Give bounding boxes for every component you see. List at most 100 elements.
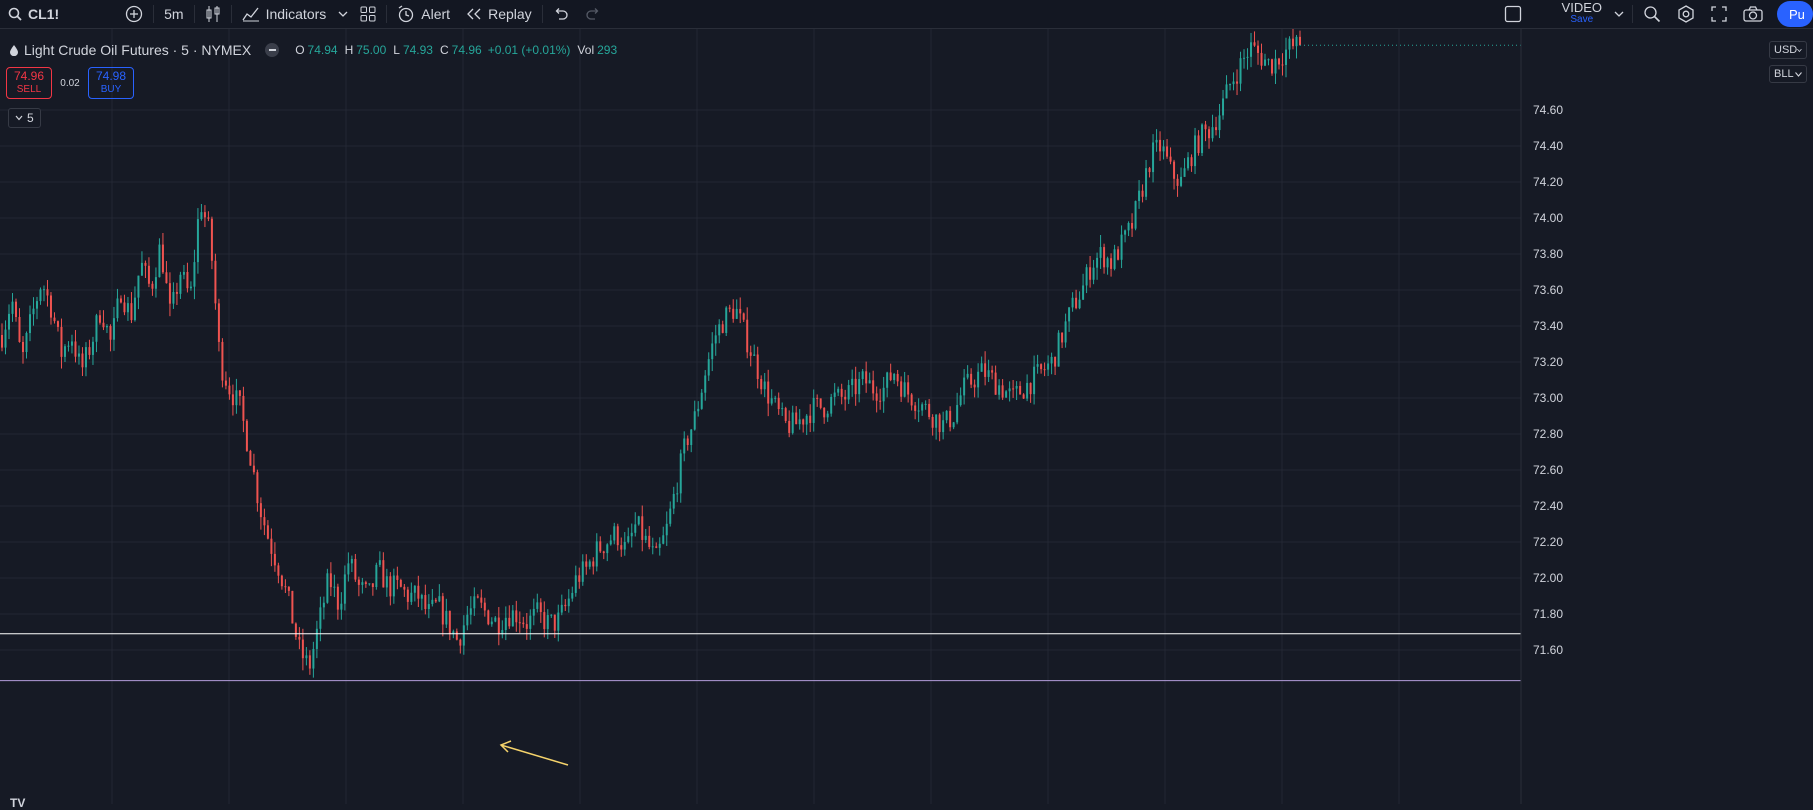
candle-body xyxy=(1232,81,1235,85)
candle-body xyxy=(256,472,259,504)
candle-body xyxy=(221,341,224,381)
candle-body xyxy=(1187,157,1190,169)
annotation-arrow[interactable] xyxy=(500,744,569,766)
candle-body xyxy=(487,610,490,625)
video-save-button[interactable]: VIDEO Save xyxy=(1556,1,1608,26)
candle-body xyxy=(364,582,367,584)
buy-button[interactable]: 74.98 BUY xyxy=(88,67,134,99)
candle-body xyxy=(1274,58,1277,74)
layouts-button[interactable] xyxy=(352,0,384,28)
candle-body xyxy=(301,639,304,659)
symbol-legend: Light Crude Oil Futures · 5 · NYMEX O 74.… xyxy=(10,42,617,58)
candle-body xyxy=(1047,363,1050,370)
indicators-dropdown[interactable] xyxy=(334,0,352,28)
candle-body xyxy=(53,317,56,322)
unit-button[interactable]: BLL xyxy=(1769,65,1807,83)
currency-button[interactable]: USD xyxy=(1769,41,1807,59)
price-chart[interactable]: 71.6971.43 74.60 74.40 74.20 74.00 73.80 73.6… xyxy=(0,29,1813,804)
candle-body xyxy=(455,631,458,640)
interval-button[interactable]: 5m xyxy=(156,0,191,28)
candle-body xyxy=(882,387,885,402)
candle-body xyxy=(371,583,374,588)
candle-body xyxy=(501,630,504,635)
candle-body xyxy=(529,615,532,629)
candle-body xyxy=(907,382,910,395)
candle-body xyxy=(616,526,619,546)
candle-body xyxy=(473,596,476,609)
candle-body xyxy=(833,392,836,397)
candle-body xyxy=(228,385,231,395)
candle-body xyxy=(581,561,584,582)
candle-body xyxy=(378,560,381,565)
low-value: 74.93 xyxy=(402,43,433,57)
candle-body xyxy=(469,608,472,615)
candle-body xyxy=(249,450,252,466)
candle-body xyxy=(1197,135,1200,154)
candle-body xyxy=(963,377,966,396)
collapse-legend-button[interactable] xyxy=(265,43,280,57)
compare-button[interactable] xyxy=(117,0,151,28)
candle-body xyxy=(1036,364,1039,367)
grid-lines xyxy=(0,29,1521,804)
price-tick-label: 74.20 xyxy=(1533,175,1563,189)
candle-body xyxy=(1264,59,1267,66)
price-tick-label: 73.20 xyxy=(1533,355,1563,369)
candle-body xyxy=(641,516,644,540)
alert-button[interactable]: Alert xyxy=(389,0,458,28)
candle-body xyxy=(858,379,861,395)
candle-body xyxy=(259,503,262,518)
candle-body xyxy=(504,617,507,631)
candle-body xyxy=(921,404,924,411)
price-axis[interactable]: 74.60 74.40 74.20 74.00 73.80 73.60 73.40 73.20… xyxy=(1520,29,1813,804)
candle-body xyxy=(525,624,528,629)
layout-box-button[interactable] xyxy=(1496,0,1530,28)
candle-body xyxy=(784,408,787,421)
undo-button[interactable] xyxy=(545,0,577,28)
candle-body xyxy=(1096,257,1099,268)
symbol-search[interactable]: CL1! xyxy=(0,0,67,28)
candle-body xyxy=(595,541,598,567)
candle-body xyxy=(571,592,574,599)
candle-body xyxy=(133,297,136,321)
replay-button[interactable]: Replay xyxy=(458,0,540,28)
candle-body xyxy=(609,540,612,545)
candle-body xyxy=(396,575,399,581)
candle-body xyxy=(1082,285,1085,300)
separator xyxy=(386,5,388,23)
publish-button[interactable]: Pu xyxy=(1777,1,1813,27)
candle-body xyxy=(1057,332,1060,367)
candle-body xyxy=(1029,382,1032,395)
candle-body xyxy=(868,380,871,384)
candle-body xyxy=(998,385,1001,395)
indicators-button[interactable]: Indicators xyxy=(234,0,335,28)
high-label: H xyxy=(344,43,354,57)
candle-body xyxy=(700,392,703,409)
settings-button[interactable] xyxy=(1669,0,1703,28)
candle-body xyxy=(522,622,525,625)
candle-body xyxy=(1201,124,1204,154)
candle-body xyxy=(14,301,17,317)
candle-body xyxy=(991,370,994,373)
candle-body xyxy=(39,289,42,302)
redo-button[interactable] xyxy=(577,0,609,28)
candle-body xyxy=(168,283,171,304)
candle-body xyxy=(1292,38,1295,47)
candle-body xyxy=(588,561,591,567)
chart-style-button[interactable] xyxy=(197,0,229,28)
candle-body xyxy=(434,599,437,602)
fullscreen-button[interactable] xyxy=(1703,0,1735,28)
indicators-toggle[interactable]: 5 xyxy=(8,108,41,128)
candle-body xyxy=(711,343,714,360)
candle-body xyxy=(1250,42,1253,57)
snapshot-button[interactable] xyxy=(1735,0,1771,28)
change-value: +0.01 (+0.01%) xyxy=(487,43,571,57)
candle-body xyxy=(1236,81,1239,84)
sell-button[interactable]: 74.96 SELL xyxy=(6,67,52,99)
candle-body xyxy=(1281,64,1284,66)
candle-body xyxy=(613,526,616,541)
video-dropdown[interactable] xyxy=(1608,0,1630,28)
quick-search-button[interactable] xyxy=(1635,0,1669,28)
candle-body xyxy=(840,388,843,397)
candle-body xyxy=(665,523,668,536)
price-tick-label: 73.60 xyxy=(1533,283,1563,297)
